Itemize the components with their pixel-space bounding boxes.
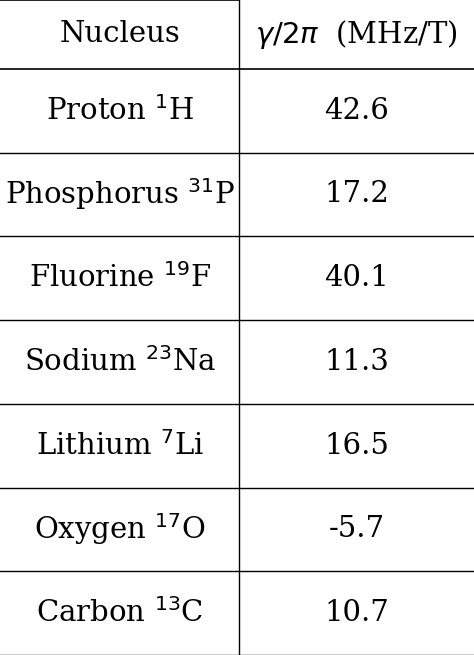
Text: Oxygen $^{17}$O: Oxygen $^{17}$O [34,512,206,548]
Text: Sodium $^{23}$Na: Sodium $^{23}$Na [24,347,216,377]
Text: 10.7: 10.7 [324,599,389,627]
Text: Nucleus: Nucleus [59,20,180,48]
Text: -5.7: -5.7 [328,515,385,544]
Text: 16.5: 16.5 [324,432,389,460]
Text: 17.2: 17.2 [324,180,389,208]
Text: Proton $^{1}$H: Proton $^{1}$H [46,96,194,126]
Text: $\gamma/2\pi$  (MHz/T): $\gamma/2\pi$ (MHz/T) [255,18,458,51]
Text: 42.6: 42.6 [324,97,389,124]
Text: Fluorine $^{19}$F: Fluorine $^{19}$F [28,263,211,293]
Text: 40.1: 40.1 [324,264,389,292]
Text: Phosphorus $^{31}$P: Phosphorus $^{31}$P [5,176,235,212]
Text: Lithium $^{7}$Li: Lithium $^{7}$Li [36,431,204,460]
Text: Carbon $^{13}$C: Carbon $^{13}$C [36,598,203,628]
Text: 11.3: 11.3 [324,348,389,376]
